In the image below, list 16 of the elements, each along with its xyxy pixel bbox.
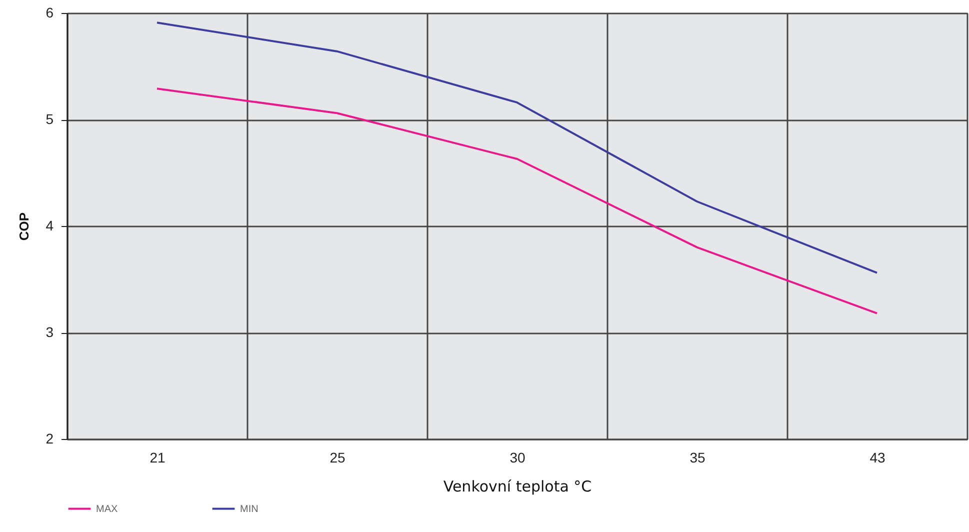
x-tick-label: 21 <box>150 450 166 466</box>
x-tick-label: 30 <box>510 450 526 466</box>
y-tick-label: 3 <box>46 324 54 340</box>
x-tick-label: 35 <box>690 450 706 466</box>
line-series <box>156 88 878 314</box>
y-tick-label: 4 <box>46 218 54 234</box>
x-tick-label: 25 <box>330 450 346 466</box>
y-tick-label: 2 <box>46 430 54 446</box>
legend-label: MAX <box>96 504 118 515</box>
legend-label: MIN <box>240 504 258 515</box>
y-tick-label: 5 <box>46 111 54 127</box>
y-axis-title: COP <box>16 212 32 241</box>
x-axis-title: Venkovní teplota °C <box>443 478 592 496</box>
x-tick-label: 43 <box>870 450 886 466</box>
line-series <box>156 22 878 274</box>
y-tick-label: 6 <box>46 4 54 20</box>
